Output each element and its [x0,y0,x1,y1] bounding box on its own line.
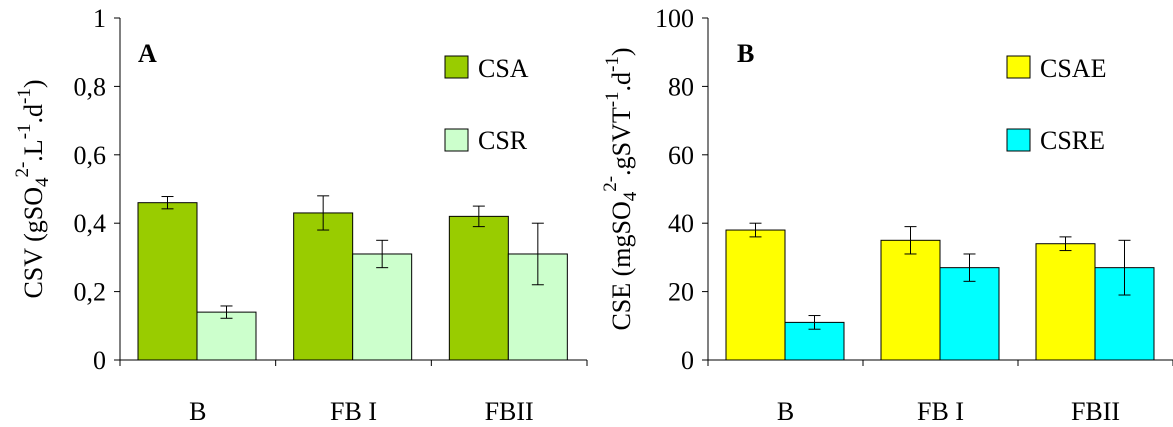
y-tick-label: 60 [668,141,694,170]
y-tick-label: 0 [93,346,106,375]
y-axis-label-part: 2- [600,176,621,192]
y-axis-label-part: -1 [14,88,35,104]
y-tick-label: 80 [668,72,694,101]
y-tick-label: 1 [93,4,106,33]
y-tick-label: 0,2 [74,278,107,307]
legend-swatch-csae [1006,55,1031,79]
y-axis-label-part: CSE (mgSO [607,201,636,330]
y-axis-label-part: -1 [14,123,35,139]
chart-panel-b: 0 20 40 60 80 100 B FB I FBII B CSAE CSRE CSE (mgSO4… [600,4,1173,426]
bar-csre [939,267,1000,361]
bar-csae [880,239,941,361]
y-tick-label: 0 [681,346,694,375]
legend-swatch-csre [1006,128,1031,152]
bar-csae [725,229,786,361]
panel-label: A [138,39,157,68]
legend-swatch-csr [444,128,469,152]
y-axis-label: CSV (gSO42-.L-1.d-1) [12,79,53,298]
y-axis-label-part: ) [19,79,48,88]
y-tick-label: 100 [655,4,694,33]
legend-label-csae: CSAE [1040,54,1106,83]
y-tick-label: 0,4 [74,209,107,238]
bar-csa [137,202,198,361]
x-category-label: FBII [485,397,534,426]
y-axis-label-part: 4 [620,191,641,201]
y-axis-label-part: .gSVT [607,107,636,176]
x-category-label: B [189,397,206,426]
bar-csa [293,212,354,361]
x-category-label: FB I [330,397,377,426]
bar-csae [1035,243,1096,361]
y-tick-label: 0,8 [74,72,107,101]
legend-swatch-csa [444,55,469,79]
y-axis-label-part: 4 [32,177,53,187]
bar-csr [352,253,413,361]
y-axis-label-part: ) [607,47,636,56]
y-axis-label-part: CSV (gSO [19,187,48,299]
y-axis-label-part: .d [19,104,48,124]
bar-csr [196,311,257,361]
y-tick-label: 0,6 [74,141,107,170]
bar-csa [448,215,509,361]
y-axis-label-part: -1 [602,91,623,107]
legend-label-csa: CSA [478,54,529,83]
legend-label-csre: CSRE [1040,126,1105,155]
y-tick-label: 40 [668,209,694,238]
y-axis-label-part: .L [19,139,48,161]
y-axis-label-part: .d [607,72,636,92]
x-category-label: FB I [917,397,964,426]
x-category-label: B [777,397,794,426]
legend-label-csr: CSR [478,126,528,155]
panel-label: B [737,39,754,68]
y-tick-label: 20 [668,278,694,307]
y-axis-label-part: 2- [12,162,33,178]
y-axis-label-part: -1 [602,56,623,72]
x-category-label: FBII [1071,397,1120,426]
y-axis-label: CSE (mgSO42-.gSVT-1.d-1) [600,47,641,330]
chart-panel-a: 0 0,2 0,4 0,6 0,8 1 B FB I FBII A CSA CSR CSV (gSO42… [12,4,588,426]
